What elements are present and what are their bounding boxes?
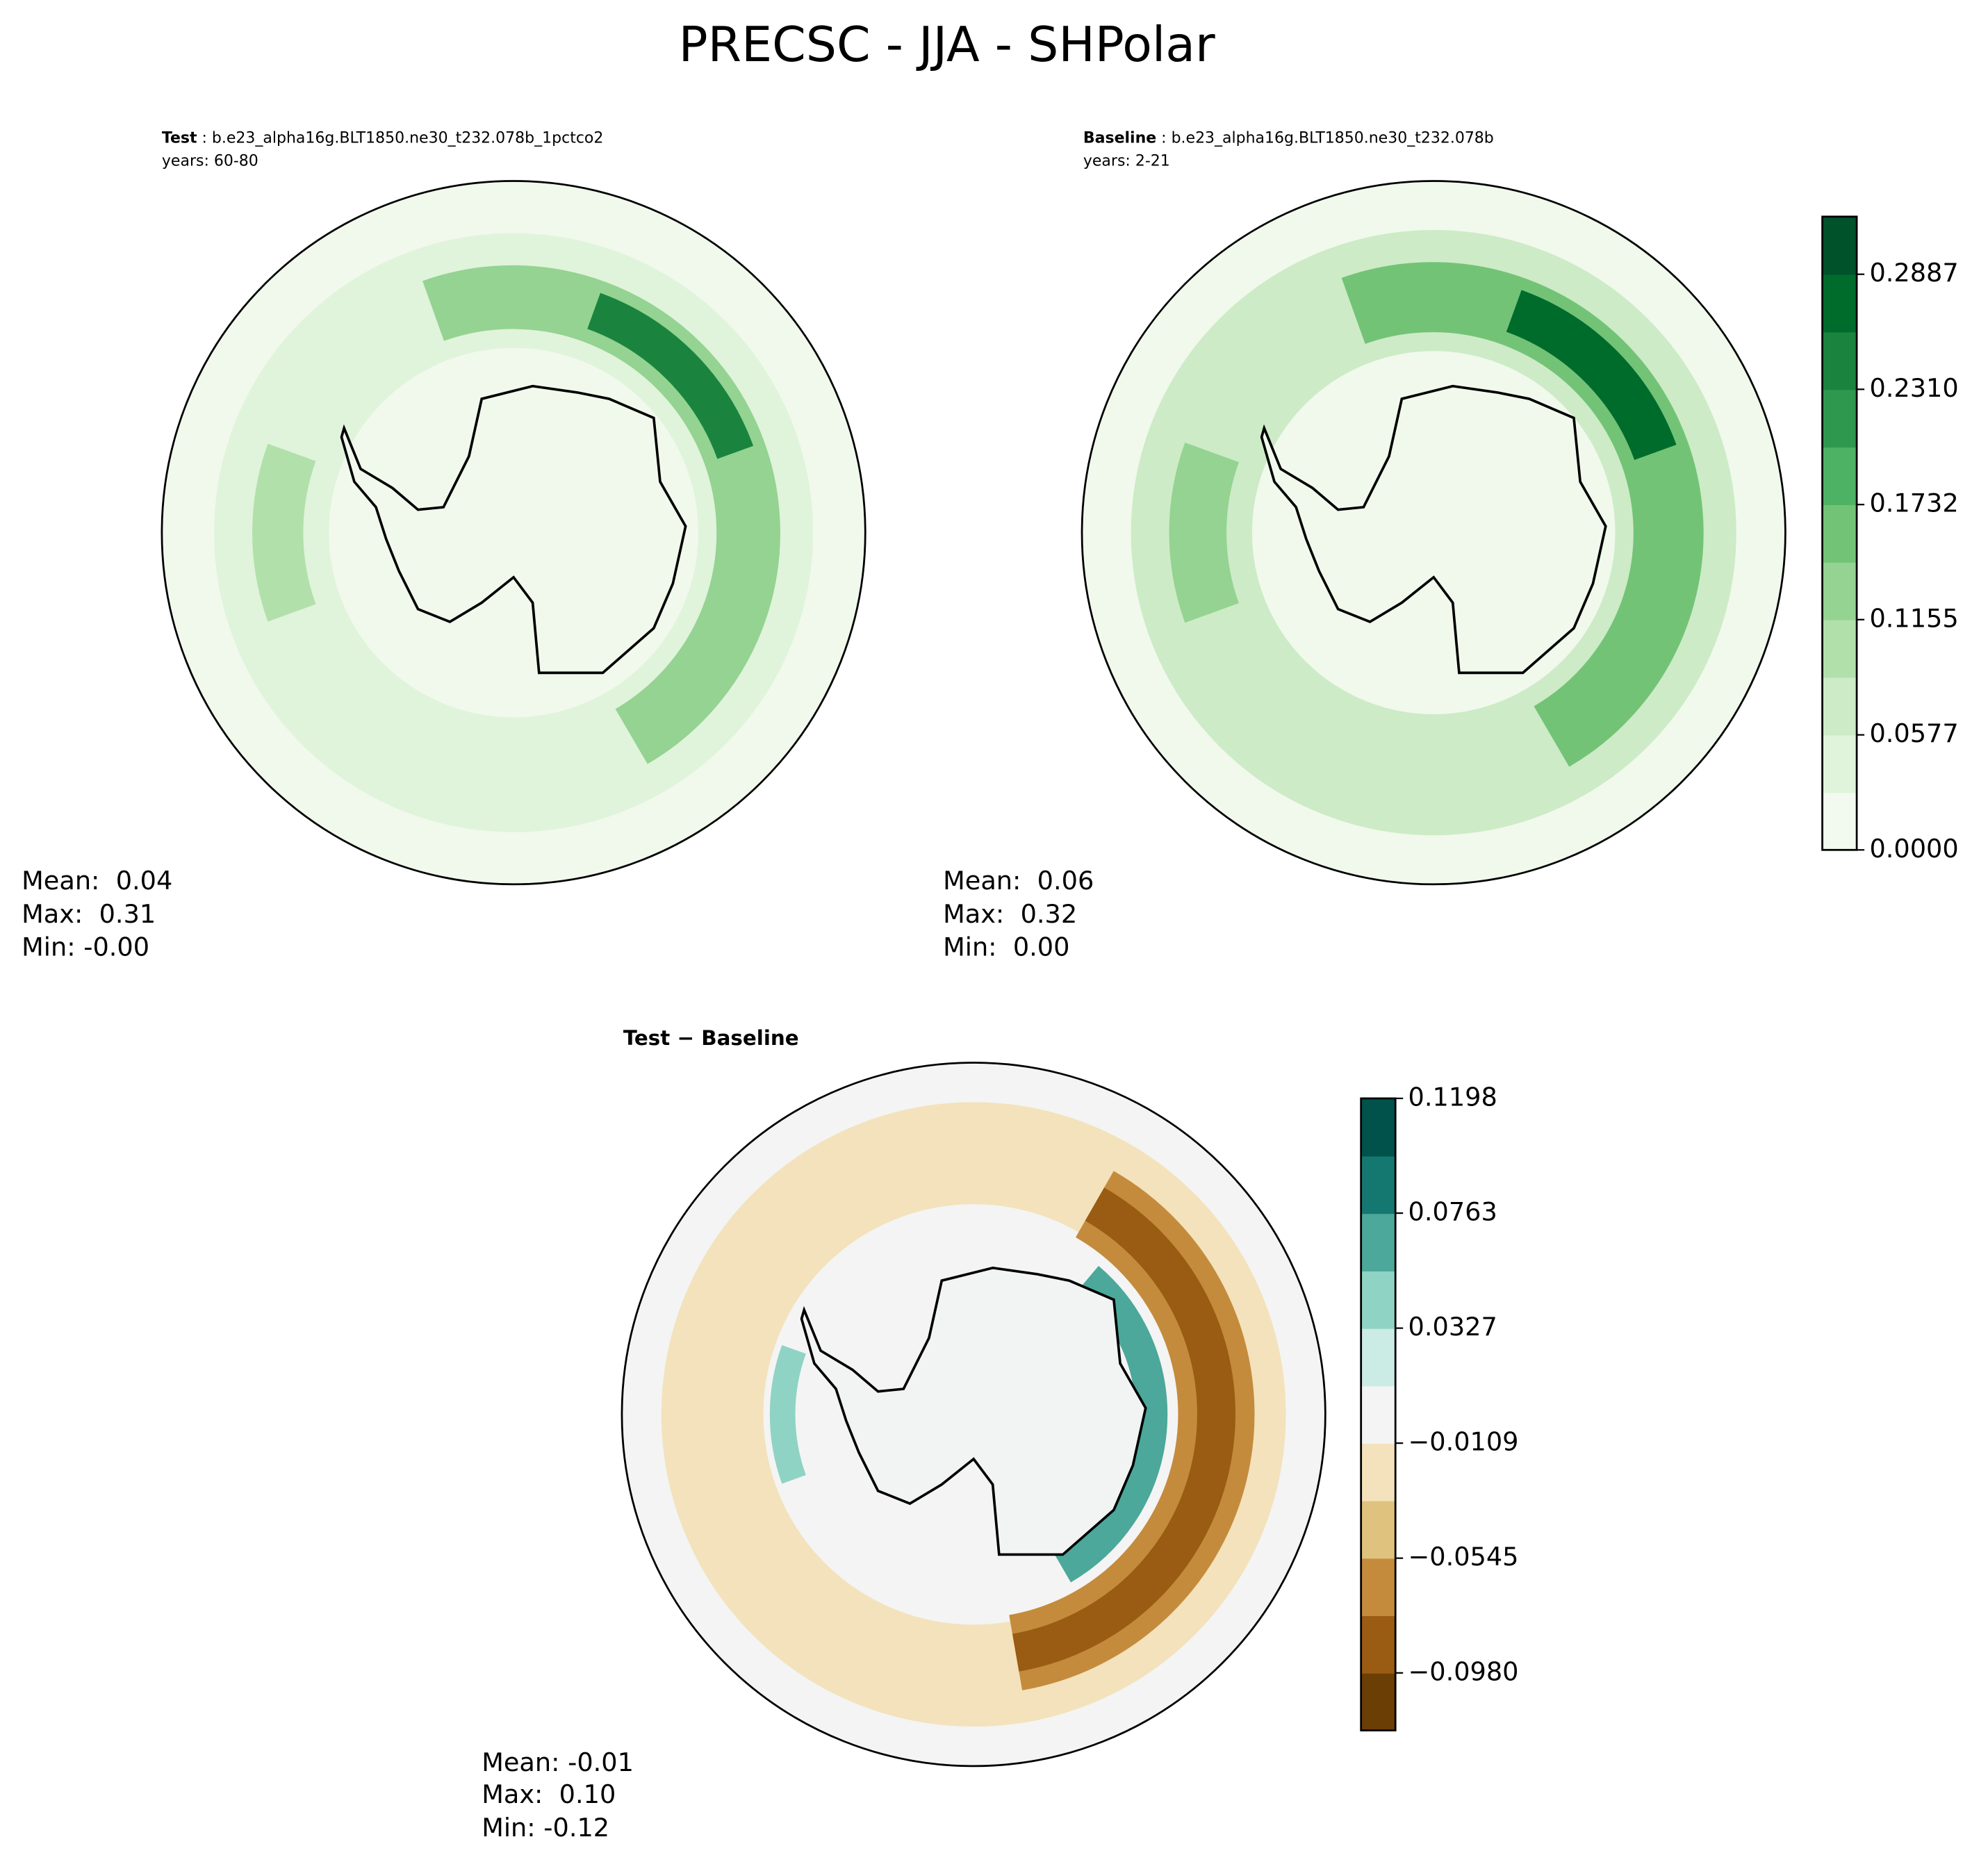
colorbar-frame: [1821, 215, 1858, 851]
colorbar-band: [1822, 331, 1857, 390]
colorbar-band: [1361, 1672, 1396, 1731]
stat: Max: 0.10: [482, 1779, 616, 1809]
colorbar-band: [1822, 274, 1857, 333]
stat: Min: -0.00: [22, 932, 149, 962]
colorbar-tick-label: 0.1198: [1408, 1082, 1497, 1112]
colorbar-band: [1822, 504, 1857, 563]
colorbar-band: [1361, 1500, 1396, 1559]
panel-label: Test − Baseline: [623, 1026, 799, 1050]
colorbar-band: [1361, 1270, 1396, 1329]
colorbar-band: [1822, 619, 1857, 678]
colorbar-band: [1822, 734, 1857, 793]
years: years: 2-21: [1083, 152, 1170, 170]
map: [161, 180, 866, 886]
case-name: : b.e23_alpha16g.BLT1850.ne30_t232.078b_…: [197, 129, 604, 147]
map: [1081, 180, 1786, 886]
map: [621, 1062, 1326, 1768]
panel-label: Test: [162, 129, 197, 147]
colorbar-band: [1361, 1443, 1396, 1501]
colorbar-band: [1822, 677, 1857, 736]
colorbar-band: [1361, 1213, 1396, 1271]
stat: Max: 0.32: [943, 899, 1077, 929]
colorbar-band: [1361, 1558, 1396, 1617]
colorbar-tick-label: 0.0577: [1869, 718, 1958, 748]
panel-header: Test : b.e23_alpha16g.BLT1850.ne30_t232.…: [162, 129, 603, 147]
stat: Mean: -0.01: [482, 1747, 634, 1777]
colorbar-band: [1361, 1155, 1396, 1214]
colorbar-band: [1361, 1385, 1396, 1444]
stat: Min: -0.12: [482, 1813, 609, 1843]
colorbar-tick-label: 0.0000: [1869, 834, 1958, 864]
colorbar-tick-label: 0.1155: [1869, 603, 1958, 633]
years: years: 60-80: [162, 152, 258, 170]
stat: Mean: 0.06: [943, 866, 1094, 896]
colorbar-band: [1822, 216, 1857, 275]
colorbar-tick-label: 0.1732: [1869, 488, 1958, 518]
colorbar-tick-label: 0.0763: [1408, 1197, 1497, 1227]
colorbar-band: [1361, 1615, 1396, 1674]
case-name: : b.e23_alpha16g.BLT1850.ne30_t232.078b: [1156, 129, 1494, 147]
colorbar-tick-label: −0.0109: [1408, 1427, 1519, 1457]
colorbar-frame: [1360, 1097, 1397, 1731]
stat: Min: 0.00: [943, 932, 1069, 962]
colorbar-band: [1822, 389, 1857, 448]
colorbar-tick-label: 0.2887: [1869, 258, 1958, 288]
panel-header: Baseline : b.e23_alpha16g.BLT1850.ne30_t…: [1083, 129, 1494, 147]
figure-title: PRECSC - JJA - SHPolar: [679, 17, 1215, 73]
colorbar-band: [1361, 1098, 1396, 1157]
stat: Max: 0.31: [22, 899, 156, 929]
colorbar-tick-label: −0.0980: [1408, 1656, 1519, 1686]
colorbar-band: [1822, 447, 1857, 506]
colorbar-band: [1822, 561, 1857, 620]
colorbar-tick-label: −0.0545: [1408, 1542, 1519, 1572]
colorbar-band: [1822, 792, 1857, 851]
colorbar-tick-label: 0.2310: [1869, 373, 1958, 403]
colorbar-tick-label: 0.0327: [1408, 1312, 1497, 1342]
panel-label: Baseline: [1083, 129, 1156, 147]
stat: Mean: 0.04: [22, 866, 172, 896]
colorbar-band: [1361, 1328, 1396, 1387]
